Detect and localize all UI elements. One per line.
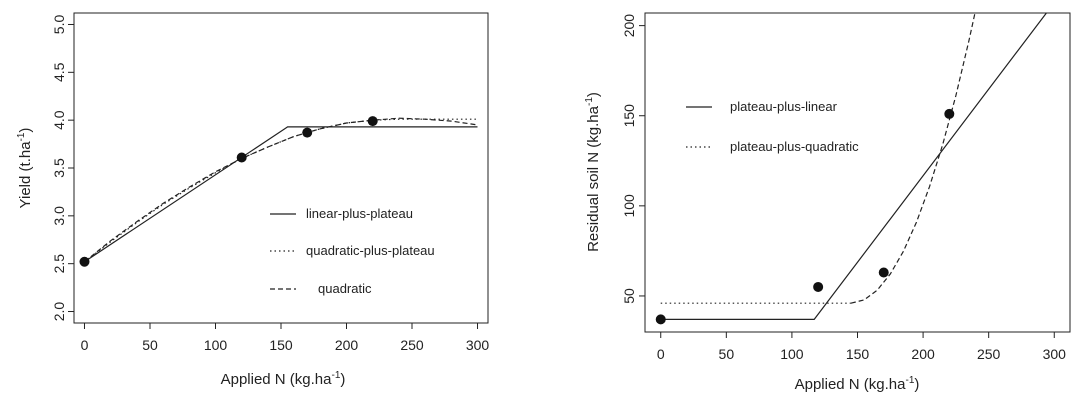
residual-x-tick-label: 200 — [911, 346, 935, 362]
residual-y-tick-label: 200 — [621, 14, 637, 38]
residual-data-point — [944, 108, 955, 119]
residual-plot-frame — [644, 12, 1071, 333]
yield-data-point — [236, 152, 247, 163]
residual-legend-label: plateau-plus-linear — [730, 99, 838, 114]
yield-x-tick-label: 0 — [81, 337, 89, 353]
residual-n-chart: 0 50 100 150 200 250 300 50 100 150 200 plateau-p… — [584, 12, 1071, 393]
yield-y-tick-label: 4.0 — [51, 110, 67, 130]
residual-x-tick-label: 100 — [780, 346, 804, 362]
yield-y-tick-label: 3.0 — [51, 206, 67, 226]
yield-y-tick-label: 4.5 — [51, 62, 67, 82]
yield-chart: 0 50 100 150 200 250 300 2.0 2.5 3.0 3.5 4.0 4.5 5.0… — [16, 12, 490, 388]
residual-x-tick-label: 300 — [1043, 346, 1067, 362]
residual-legend: plateau-plus-linear plateau-plus-quadrati… — [686, 99, 859, 154]
residual-x-axis-title: Applied N (kg.ha-1) — [795, 375, 920, 393]
yield-legend-label: quadratic-plus-plateau — [306, 243, 435, 258]
residual-y-tick-label: 100 — [621, 194, 637, 218]
residual-x-tick-label: 150 — [846, 346, 870, 362]
yield-legend-label: quadratic — [318, 281, 372, 296]
residual-data-point — [878, 267, 889, 278]
yield-data-point — [302, 127, 313, 138]
residual-y-tick-label: 150 — [621, 104, 637, 128]
yield-x-tick-label: 200 — [335, 337, 359, 353]
residual-x-tick-label: 50 — [719, 346, 735, 362]
residual-series-line-2 — [850, 13, 976, 304]
yield-series-line-2 — [84, 117, 478, 263]
yield-legend-label: linear-plus-plateau — [306, 206, 413, 221]
yield-data-point — [79, 256, 90, 267]
yield-y-tick-label: 2.5 — [51, 254, 67, 274]
yield-x-tick-label: 50 — [142, 337, 158, 353]
residual-data-point — [655, 314, 666, 325]
yield-plot-frame — [73, 12, 489, 324]
residual-series-lines — [660, 13, 1047, 320]
yield-x-tick-label: 150 — [269, 337, 293, 353]
yield-data-points — [79, 116, 378, 267]
yield-y-tick-label: 3.5 — [51, 158, 67, 178]
yield-series-line-1 — [84, 118, 478, 263]
yield-series-line-0 — [84, 126, 478, 263]
residual-y-axis-title: Residual soil N (kg.ha-1) — [584, 92, 602, 252]
residual-y-axis: 50 100 150 200 — [621, 14, 645, 304]
yield-y-axis: 2.0 2.5 3.0 3.5 4.0 4.5 5.0 — [51, 15, 74, 322]
yield-data-point — [367, 116, 378, 127]
yield-x-tick-label: 300 — [466, 337, 490, 353]
yield-x-tick-label: 100 — [204, 337, 228, 353]
yield-series-lines — [84, 117, 478, 263]
residual-legend-label: plateau-plus-quadratic — [730, 139, 859, 154]
residual-data-points — [655, 108, 955, 325]
yield-y-axis-title: Yield (t.ha-1) — [16, 128, 34, 209]
yield-legend: linear-plus-plateau quadratic-plus-platea… — [270, 206, 435, 296]
residual-y-tick-label: 50 — [621, 288, 637, 304]
residual-data-point — [813, 281, 824, 292]
yield-y-tick-label: 2.0 — [51, 302, 67, 322]
residual-series-line-0 — [660, 13, 1047, 320]
residual-x-axis: 0 50 100 150 200 250 300 — [657, 332, 1066, 362]
yield-x-axis-title: Applied N (kg.ha-1) — [221, 370, 346, 388]
residual-x-tick-label: 0 — [657, 346, 665, 362]
yield-x-axis: 0 50 100 150 200 250 300 — [81, 323, 490, 353]
yield-x-tick-label: 250 — [400, 337, 424, 353]
yield-y-tick-label: 5.0 — [51, 15, 67, 35]
residual-x-tick-label: 250 — [977, 346, 1001, 362]
